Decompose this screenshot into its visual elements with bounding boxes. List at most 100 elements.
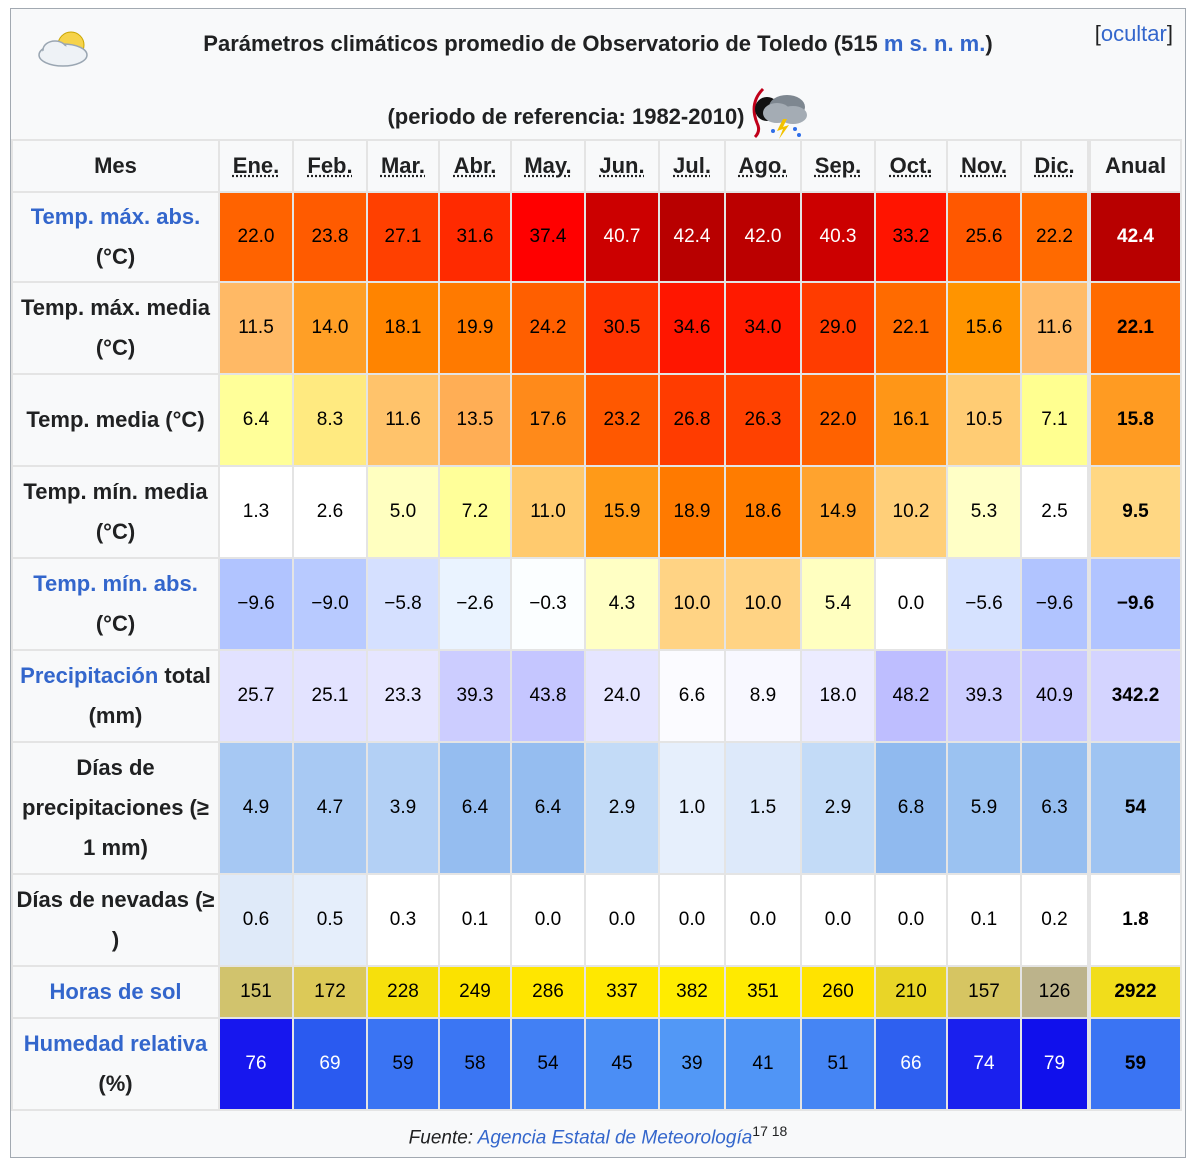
- month-header: Feb.: [292, 139, 368, 193]
- data-cell: 39.3: [946, 649, 1022, 743]
- source-note: Fuente: Agencia Estatal de Meteorología1…: [408, 1122, 788, 1148]
- month-header: Mar.: [366, 139, 440, 193]
- data-cell: 10.5: [946, 373, 1022, 467]
- data-cell: 40.7: [584, 191, 660, 283]
- row-header-link[interactable]: Temp. mín. abs.: [33, 571, 198, 596]
- data-cell: 18.0: [800, 649, 876, 743]
- month-header: Ene.: [218, 139, 294, 193]
- month-header: Mes: [11, 139, 220, 193]
- data-cell: 40.9: [1020, 649, 1090, 743]
- table-caption: Parámetros climáticos promedio de Observ…: [11, 9, 1185, 139]
- data-cell: 41: [724, 1017, 802, 1111]
- row-header-link[interactable]: Temp. máx. abs.: [30, 204, 201, 229]
- data-cell: 23.3: [366, 649, 440, 743]
- annual-cell: 42.4: [1087, 191, 1182, 283]
- data-cell: 0.5: [292, 873, 368, 967]
- month-header: Sep.: [800, 139, 876, 193]
- data-cell: 11.6: [1020, 281, 1090, 375]
- hide-link[interactable]: ocultar: [1100, 21, 1167, 46]
- row-header-text: Temp. media (°C): [26, 407, 205, 432]
- reference-markers[interactable]: 17 18: [752, 1122, 788, 1139]
- table-row: Precipitación total (mm) 25.7 25.1 23.3 39.3…: [11, 649, 1182, 743]
- data-cell: 54: [510, 1017, 586, 1111]
- row-header-link[interactable]: Horas de sol: [49, 979, 182, 1004]
- source-link[interactable]: Agencia Estatal de Meteorología: [477, 1127, 753, 1148]
- data-cell: 22.2: [1020, 191, 1090, 283]
- row-header-link[interactable]: Humedad relativa: [23, 1031, 208, 1056]
- data-cell: 0.6: [218, 873, 294, 967]
- data-cell: −9.6: [218, 557, 294, 651]
- table-row: Temp. mín. media (°C) 1.3 2.6 5.0 7.2 11.0 15.…: [11, 465, 1182, 559]
- altitude-link[interactable]: m s. n. m.: [883, 31, 986, 56]
- data-cell: 34.0: [724, 281, 802, 375]
- table-row: Temp. mín. abs. (°C) −9.6 −9.0 −5.8 −2.6 −0.3…: [11, 557, 1182, 651]
- data-cell: 66: [874, 1017, 948, 1111]
- data-cell: 0.0: [874, 557, 948, 651]
- data-cell: 23.8: [292, 191, 368, 283]
- partly-cloudy-icon: [38, 31, 88, 67]
- data-cell: 0.0: [800, 873, 876, 967]
- month-abbr: Jun.: [599, 153, 645, 178]
- data-cell: 7.1: [1020, 373, 1090, 467]
- data-cell: −2.6: [438, 557, 512, 651]
- data-cell: 22.1: [874, 281, 948, 375]
- annual-header: Anual: [1087, 139, 1182, 193]
- data-cell: 18.6: [724, 465, 802, 559]
- data-cell: 228: [366, 965, 440, 1019]
- data-cell: 18.1: [366, 281, 440, 375]
- table-row: Días de nevadas (≥ ) 0.6 0.5 0.3 0.1 0.0 0.0 0.…: [11, 873, 1182, 967]
- data-cell: 6.3: [1020, 741, 1090, 875]
- row-header-text: (°C): [95, 611, 136, 636]
- month-header: Oct.: [874, 139, 948, 193]
- data-cell: 210: [874, 965, 948, 1019]
- data-cell: 14.9: [800, 465, 876, 559]
- data-cell: 10.0: [724, 557, 802, 651]
- month-header: Jul.: [658, 139, 726, 193]
- data-cell: 27.1: [366, 191, 440, 283]
- data-cell: 0.0: [584, 873, 660, 967]
- month-header: May.: [510, 139, 586, 193]
- data-cell: 2.6: [292, 465, 368, 559]
- data-cell: 0.0: [874, 873, 948, 967]
- reference-period: (periodo de referencia: 1982-2010): [11, 87, 1185, 147]
- row-header-link[interactable]: Precipitación: [20, 663, 159, 688]
- row-header-text: (°C): [95, 244, 136, 269]
- data-cell: −5.8: [366, 557, 440, 651]
- data-cell: 10.2: [874, 465, 948, 559]
- month-abbr: Abr.: [453, 153, 497, 178]
- table-row: Temp. máx. media (°C) 11.5 14.0 18.1 19.9 24.…: [11, 281, 1182, 375]
- month-abbr: Ago.: [738, 153, 788, 178]
- data-cell: 17.6: [510, 373, 586, 467]
- data-cell: 79: [1020, 1017, 1090, 1111]
- data-cell: 39: [658, 1017, 726, 1111]
- data-cell: 5.0: [366, 465, 440, 559]
- data-cell: 4.3: [584, 557, 660, 651]
- data-cell: 43.8: [510, 649, 586, 743]
- data-cell: 19.9: [438, 281, 512, 375]
- data-cell: 76: [218, 1017, 294, 1111]
- month-abbr: Jul.: [673, 153, 711, 178]
- data-cell: 1.5: [724, 741, 802, 875]
- row-header-text: total (mm): [88, 663, 211, 728]
- row-header-text: Temp. mín. media (°C): [23, 479, 208, 544]
- month-abbr: Dic.: [1034, 153, 1075, 178]
- data-cell: 5.9: [946, 741, 1022, 875]
- table-row: Temp. máx. abs. (°C) 22.0 23.8 27.1 31.6 37.4…: [11, 191, 1182, 283]
- data-cell: −5.6: [946, 557, 1022, 651]
- month-header: Jun.: [584, 139, 660, 193]
- row-header: Humedad relativa (%): [11, 1017, 220, 1111]
- annual-cell: −9.6: [1087, 557, 1182, 651]
- data-cell: 22.0: [218, 191, 294, 283]
- data-cell: 1.0: [658, 741, 726, 875]
- data-cell: 157: [946, 965, 1022, 1019]
- data-cell: 51: [800, 1017, 876, 1111]
- data-cell: 26.3: [724, 373, 802, 467]
- data-cell: 337: [584, 965, 660, 1019]
- storm-icon: [752, 87, 807, 139]
- data-cell: 24.0: [584, 649, 660, 743]
- table-title: Parámetros climáticos promedio de Observ…: [203, 31, 993, 56]
- data-cell: 0.0: [724, 873, 802, 967]
- month-header: Ago.: [724, 139, 802, 193]
- table-row: Días de precipitaciones (≥ 1 mm) 4.9 4.7 3.…: [11, 741, 1182, 875]
- climate-table: Mes Ene. Feb. Mar. Abr. May. Jun. Jul. Ago. Sep.…: [11, 139, 1182, 1111]
